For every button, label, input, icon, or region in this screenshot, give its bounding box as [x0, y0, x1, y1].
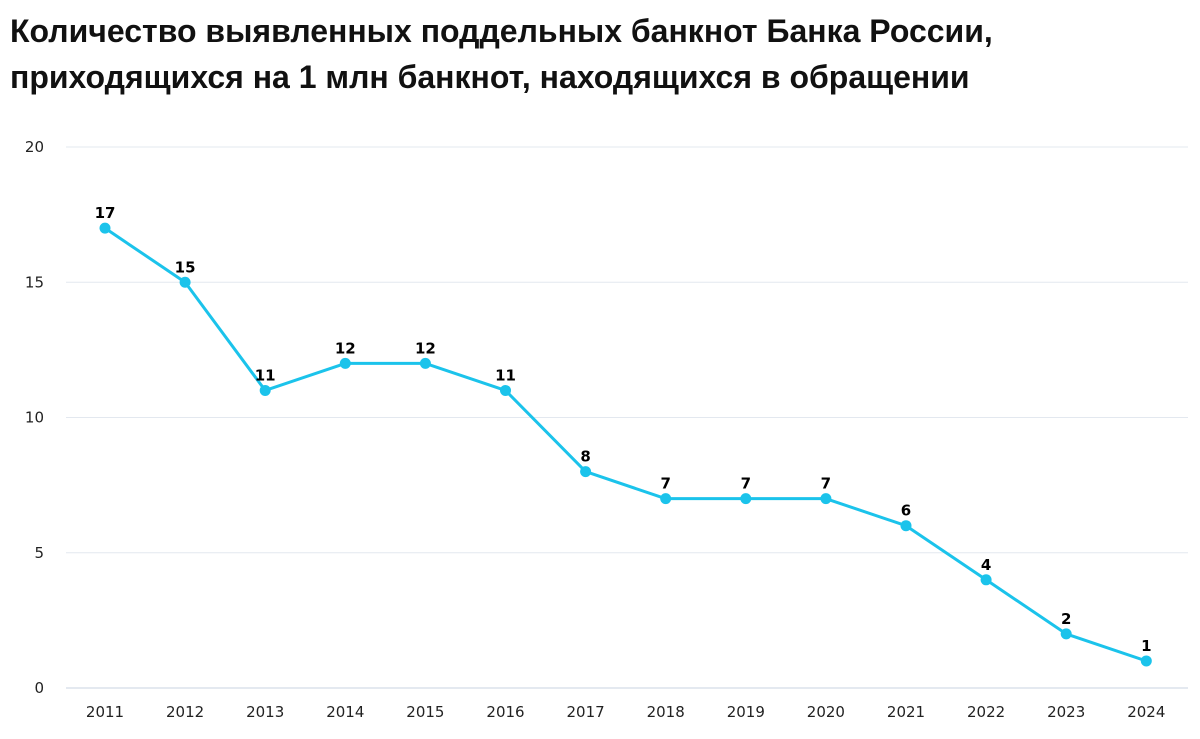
- x-tick-label: 2021: [887, 703, 925, 721]
- x-tick-label: 2024: [1127, 703, 1165, 721]
- x-tick-label: 2011: [86, 703, 124, 721]
- y-tick-label: 0: [34, 679, 44, 697]
- x-tick-label: 2022: [967, 703, 1005, 721]
- y-tick-label: 10: [25, 409, 44, 427]
- data-label: 1: [1141, 637, 1151, 655]
- y-tick-label: 20: [25, 138, 44, 156]
- data-label: 7: [821, 475, 831, 493]
- data-point: [419, 357, 431, 369]
- x-axis: 2011 2012 2013 2014 2015 2016 2017 2018 2019 2020…: [86, 703, 1165, 721]
- data-label: 4: [981, 556, 991, 574]
- x-tick-label: 2018: [647, 703, 685, 721]
- data-point: [660, 493, 672, 505]
- data-point: [99, 222, 111, 234]
- data-point: [900, 520, 912, 532]
- data-point: [820, 493, 832, 505]
- x-tick-label: 2017: [567, 703, 605, 721]
- data-points: [99, 222, 1152, 667]
- data-label: 11: [495, 366, 516, 384]
- data-point: [1140, 655, 1152, 667]
- data-label: 15: [175, 258, 196, 276]
- data-label: 17: [95, 204, 116, 222]
- x-tick-label: 2019: [727, 703, 765, 721]
- data-point: [980, 574, 992, 586]
- data-label: 8: [580, 448, 590, 466]
- chart-title: Количество выявленных поддельных банкнот…: [10, 13, 993, 95]
- data-point: [580, 466, 592, 478]
- y-tick-label: 5: [34, 544, 44, 562]
- series-line-group: [103, 226, 1148, 663]
- x-tick-label: 2023: [1047, 703, 1085, 721]
- data-label: 7: [660, 475, 670, 493]
- data-label: 2: [1061, 610, 1071, 628]
- y-axis: 0 5 10 15 20: [25, 138, 44, 697]
- x-tick-label: 2014: [326, 703, 364, 721]
- grid-lines: [66, 146, 1188, 689]
- data-point: [339, 357, 351, 369]
- data-label: 6: [901, 502, 911, 520]
- data-point: [259, 384, 271, 396]
- data-label: 11: [255, 366, 276, 384]
- data-point: [740, 493, 752, 505]
- y-tick-label: 15: [25, 273, 44, 291]
- data-label: 12: [335, 339, 356, 357]
- x-tick-label: 2015: [406, 703, 444, 721]
- data-label: 7: [741, 475, 751, 493]
- data-labels: 17 15 11 12 12 11 8 7 7 7 6 4 2 1: [95, 204, 1152, 655]
- data-point: [1060, 628, 1072, 640]
- x-tick-label: 2020: [807, 703, 845, 721]
- series-line: [103, 226, 1148, 663]
- x-tick-label: 2016: [486, 703, 524, 721]
- x-tick-label: 2013: [246, 703, 284, 721]
- data-point: [179, 276, 191, 288]
- x-tick-label: 2012: [166, 703, 204, 721]
- data-point: [500, 384, 511, 396]
- data-label: 12: [415, 339, 436, 357]
